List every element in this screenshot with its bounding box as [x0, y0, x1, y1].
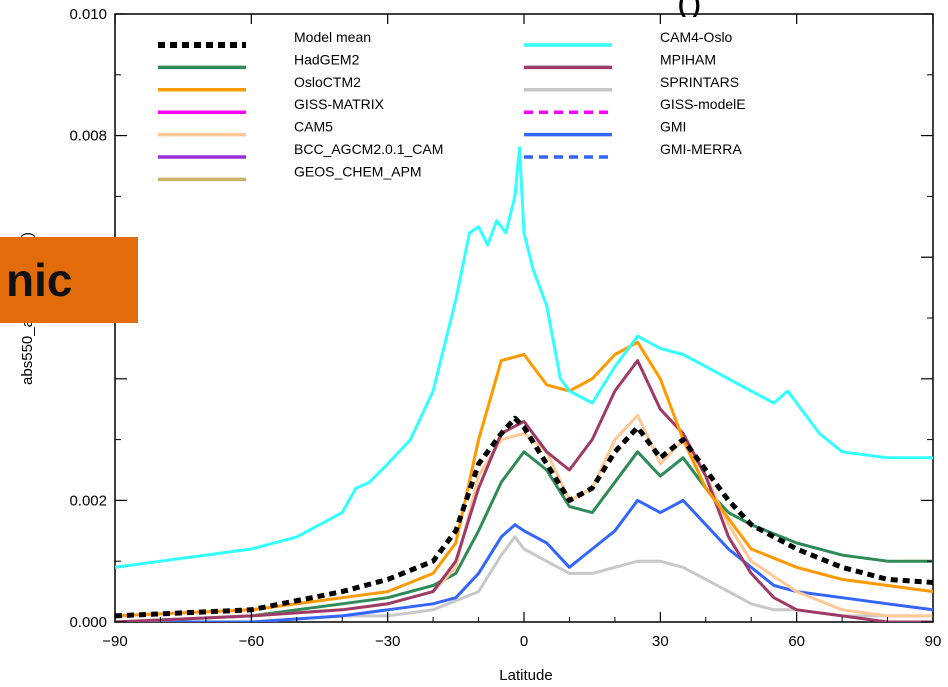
- legend-item: CAM4-Oslo: [524, 29, 733, 47]
- overlay-label-box: nic: [0, 237, 138, 323]
- legend-label: CAM4-Oslo: [660, 29, 733, 45]
- legend-label: GMI-MERRA: [660, 141, 742, 157]
- series-line-gmi: [115, 498, 933, 622]
- legend-label: MPIHAM: [660, 51, 716, 67]
- y-tick-label: 0.000: [69, 614, 107, 631]
- legend-label: GISS-MATRIX: [294, 96, 385, 112]
- legend-item: MPIHAM: [524, 51, 716, 70]
- x-tick-label: −90: [102, 633, 127, 650]
- legend-item: GMI-MERRA: [524, 141, 742, 159]
- series-line-hadgem2: [115, 450, 933, 622]
- series-line-cam5: [115, 413, 933, 622]
- legend-item: HadGEM2: [158, 51, 360, 70]
- legend-item: GEOS_CHEM_APM: [158, 163, 422, 182]
- series-line-model-mean: [115, 415, 933, 619]
- legend-label: Model mean: [294, 29, 371, 45]
- legend-label: HadGEM2: [294, 51, 360, 67]
- legend-label: CAM5: [294, 119, 333, 135]
- series-line-cam4-oslo: [115, 146, 933, 569]
- x-tick-label: 90: [925, 633, 942, 650]
- series-layer: [115, 146, 933, 622]
- legend-item: GMI: [524, 119, 686, 137]
- legend-item: GISS-MATRIX: [158, 96, 385, 114]
- legend-label: GEOS_CHEM_APM: [294, 163, 422, 179]
- legend-item: SPRINTARS: [524, 74, 739, 92]
- legend-label: GISS-modelE: [660, 96, 746, 112]
- x-tick-label: −60: [239, 633, 264, 650]
- legend-label: BCC_AGCM2.0.1_CAM: [294, 141, 443, 157]
- axes-layer: −90−60−3003060900.0000.0020.0040.0080.01…: [69, 6, 941, 650]
- series-line-sprintars: [115, 535, 933, 622]
- x-tick-label: 0: [520, 633, 528, 650]
- series-line-mpiham: [115, 359, 933, 622]
- x-axis-label: Latitude: [499, 667, 552, 684]
- y-axis-label: abs550_a: [19, 318, 36, 385]
- legend-item: Model mean: [158, 29, 371, 48]
- legend-item: GISS-modelE: [524, 96, 746, 114]
- legend-label: OsloCTM2: [294, 74, 361, 90]
- y-tick-label: 0.002: [69, 492, 107, 509]
- legend: Model mean HadGEM2 OsloCTM2 GISS-MATRIX CAM5…: [158, 29, 746, 182]
- legend-item: OsloCTM2: [158, 74, 361, 92]
- series-line-osloctm2: [115, 340, 933, 618]
- y-tick-label: 0.010: [69, 6, 107, 23]
- x-tick-label: 60: [788, 633, 805, 650]
- y-tick-label: 0.008: [69, 128, 107, 145]
- x-tick-label: 30: [652, 633, 669, 650]
- legend-item: BCC_AGCM2.0.1_CAM: [158, 141, 443, 159]
- x-tick-label: −30: [375, 633, 400, 650]
- legend-label: GMI: [660, 119, 686, 135]
- legend-label: SPRINTARS: [660, 74, 739, 90]
- chart-title-fragment: ( ): [678, 0, 701, 18]
- legend-item: CAM5: [158, 119, 333, 137]
- overlay-label-text: nic: [6, 254, 73, 306]
